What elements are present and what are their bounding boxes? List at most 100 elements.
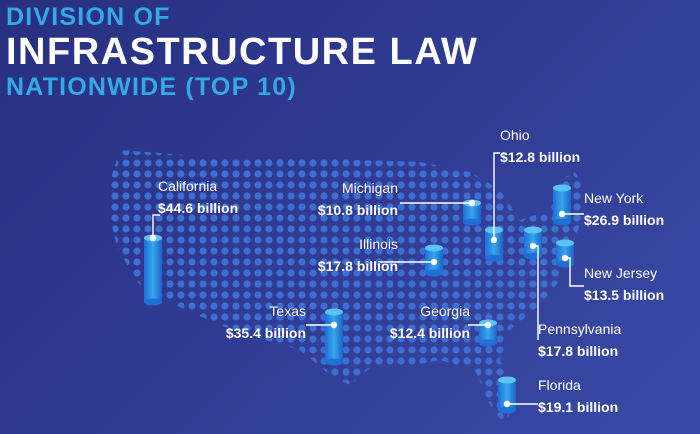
map-dot <box>408 181 416 189</box>
leader-california <box>152 214 160 238</box>
map-dot <box>199 401 207 409</box>
map-dot <box>353 302 361 310</box>
map-dot <box>386 236 394 244</box>
map-dot <box>342 192 350 200</box>
map-dot <box>287 357 295 365</box>
map-dot <box>265 247 273 255</box>
map-dot <box>353 258 361 266</box>
map-dot <box>133 280 141 288</box>
map-dot <box>353 335 361 343</box>
map-dot <box>133 247 141 255</box>
map-dot <box>452 302 460 310</box>
map-dot <box>496 192 504 200</box>
map-dot <box>287 203 295 211</box>
map-dot <box>573 258 581 266</box>
map-dot <box>529 203 537 211</box>
map-dot <box>496 291 504 299</box>
map-dot <box>111 412 119 420</box>
map-dot <box>430 379 438 387</box>
map-dot <box>408 236 416 244</box>
map-dot <box>331 291 339 299</box>
map-dot <box>364 159 372 167</box>
map-dot <box>485 379 493 387</box>
map-dot <box>540 181 548 189</box>
map-dot <box>364 390 372 398</box>
map-dot <box>166 335 174 343</box>
map-dot <box>320 159 328 167</box>
map-dot <box>232 192 240 200</box>
map-dot <box>342 412 350 420</box>
map-dot <box>111 335 119 343</box>
map-dot <box>298 258 306 266</box>
map-dot <box>287 150 295 156</box>
map-dot <box>496 214 504 222</box>
map-dot <box>309 313 317 321</box>
map-dot <box>331 368 339 376</box>
map-dot <box>529 214 537 222</box>
map-dot <box>177 357 185 365</box>
map-dot <box>243 302 251 310</box>
map-dot <box>353 346 361 354</box>
map-dot <box>210 291 218 299</box>
state-amount-california: $44.6 billion <box>158 200 238 216</box>
map-dot <box>243 258 251 266</box>
map-dot <box>276 280 284 288</box>
map-dot <box>397 324 405 332</box>
map-dot <box>166 236 174 244</box>
map-dot <box>199 346 207 354</box>
marker-pennsylvania <box>529 242 537 250</box>
map-dot <box>452 412 460 420</box>
map-dot <box>287 324 295 332</box>
map-dot <box>331 412 339 420</box>
map-dot <box>518 379 526 387</box>
map-dot <box>375 192 383 200</box>
map-dot <box>166 412 174 420</box>
map-dot <box>210 159 218 167</box>
map-dot <box>122 324 130 332</box>
map-dot <box>199 236 207 244</box>
map-dot <box>155 401 163 409</box>
map-dot <box>529 324 537 332</box>
map-dot <box>254 247 262 255</box>
map-dot <box>375 401 383 409</box>
map-dot <box>287 280 295 288</box>
map-dot <box>397 181 405 189</box>
map-dot <box>166 150 174 156</box>
map-dot <box>221 357 229 365</box>
map-dot <box>342 302 350 310</box>
bar-new-york <box>553 184 571 226</box>
map-dot <box>122 280 130 288</box>
map-dot <box>342 181 350 189</box>
map-dot <box>474 302 482 310</box>
map-dot <box>276 423 284 425</box>
map-dot <box>353 280 361 288</box>
map-dot <box>474 236 482 244</box>
state-amount-pennsylvania: $17.8 billion <box>538 343 618 359</box>
map-dot <box>496 335 504 343</box>
map-dot <box>254 324 262 332</box>
map-dot <box>199 412 207 420</box>
map-dot <box>386 181 394 189</box>
map-dot <box>529 412 537 420</box>
map-dot <box>375 170 383 178</box>
map-dot <box>430 423 438 425</box>
map-dot <box>111 291 119 299</box>
map-dot <box>529 258 537 266</box>
map-dot <box>232 368 240 376</box>
map-dot <box>122 313 130 321</box>
map-dot <box>144 346 152 354</box>
map-dot <box>408 390 416 398</box>
map-dot <box>353 401 361 409</box>
map-dot <box>111 269 119 277</box>
map-dot <box>243 390 251 398</box>
map-dot <box>353 313 361 321</box>
map-dot <box>199 280 207 288</box>
map-dot <box>221 203 229 211</box>
map-dot <box>573 368 581 376</box>
map-dot <box>199 379 207 387</box>
map-dot <box>188 150 196 156</box>
map-dot <box>133 159 141 167</box>
state-amount-georgia: $12.4 billion <box>390 325 470 341</box>
map-dot <box>144 170 152 178</box>
map-dot <box>243 150 251 156</box>
